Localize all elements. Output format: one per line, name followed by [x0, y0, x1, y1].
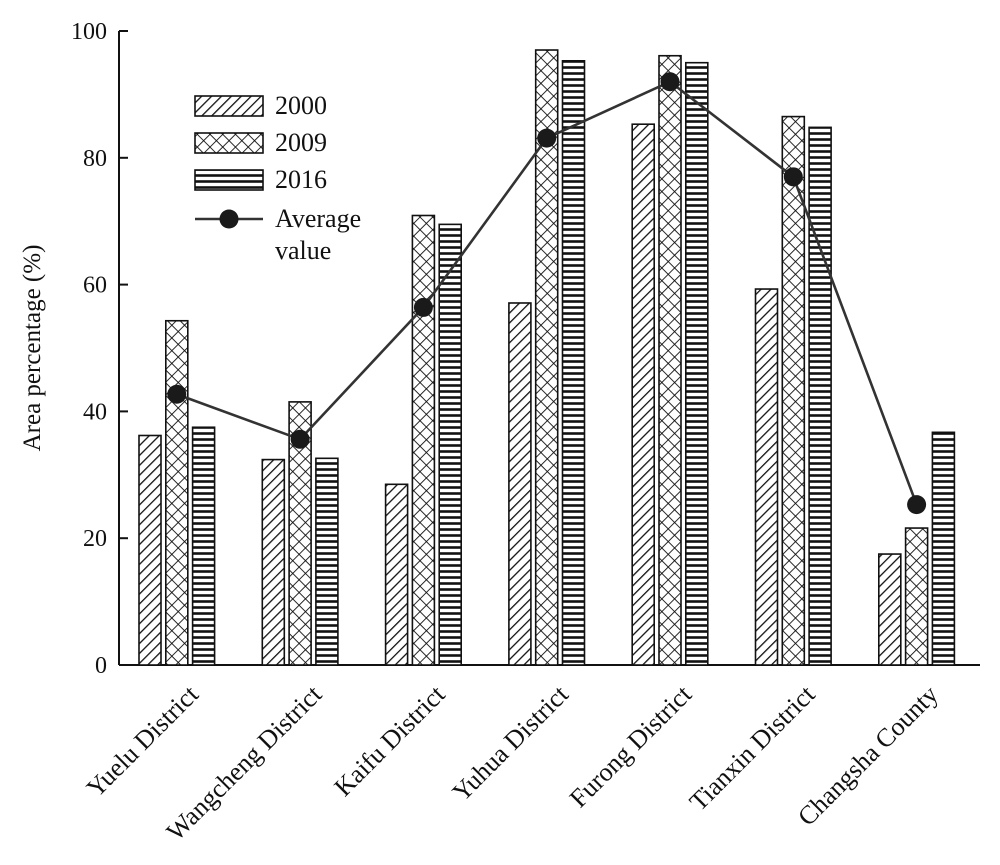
legend-swatch-2000	[194, 95, 264, 117]
average-point-2	[413, 297, 433, 317]
legend-label-2009: 2009	[275, 128, 327, 157]
bar-2016-4	[684, 61, 709, 666]
bar-2000-2	[384, 483, 409, 666]
legend-marker-average	[219, 209, 239, 229]
bar-2000-3	[508, 302, 532, 666]
legend-swatch-2009	[194, 132, 264, 154]
bar-2016-1	[315, 457, 339, 666]
bar-2000-1	[261, 458, 286, 666]
y-tick-label: 100	[71, 19, 107, 45]
average-line-group	[167, 72, 927, 515]
average-point-1	[290, 429, 310, 449]
average-point-4	[660, 72, 680, 92]
average-point-0	[167, 384, 187, 404]
bar-2009-1	[288, 401, 312, 666]
y-tick-label: 0	[95, 653, 107, 679]
bar-2009-2	[411, 214, 436, 666]
y-axis-title: Area percentage (%)	[19, 245, 46, 452]
bar-2000-4	[631, 123, 656, 666]
bar-2016-5	[808, 126, 832, 666]
legend-label-average-1: value	[275, 236, 331, 265]
average-point-5	[783, 167, 803, 187]
bar-2009-6	[904, 527, 929, 666]
bar-2009-0	[165, 319, 189, 666]
bar-2016-2	[438, 223, 463, 666]
bar-2000-0	[138, 434, 162, 666]
y-tick-label: 80	[83, 146, 107, 172]
average-point-6	[907, 495, 927, 515]
bar-2009-4	[658, 54, 682, 666]
category-label-4: Furong District	[564, 679, 698, 813]
bar-2016-6	[931, 431, 956, 666]
y-tick-label: 40	[83, 399, 107, 425]
bar-2016-0	[191, 426, 216, 666]
legend-label-2016: 2016	[275, 165, 327, 194]
y-tick-label: 60	[83, 273, 107, 299]
legend-label-2000: 2000	[275, 91, 327, 120]
bar-2000-6	[877, 553, 902, 666]
category-label-5: Tianxin District	[684, 679, 821, 816]
average-point-3	[537, 128, 557, 148]
category-label-0: Yuelu District	[81, 679, 205, 803]
bar-2009-5	[781, 115, 806, 666]
y-axis: 0 20 40 60 80 100	[71, 19, 128, 679]
bar-2016-3	[561, 59, 586, 666]
legend-label-average-0: Average	[275, 204, 361, 233]
y-tick-label: 20	[83, 526, 107, 552]
legend: 2000 2009 2016 Average value	[194, 91, 361, 265]
bar-2000-5	[754, 288, 779, 666]
bars-group	[138, 49, 956, 666]
category-label-2: Kaifu District	[329, 679, 452, 802]
category-label-3: Yuhua District	[447, 679, 575, 807]
bar-2009-3	[534, 49, 559, 666]
legend-swatch-2016	[194, 169, 264, 191]
